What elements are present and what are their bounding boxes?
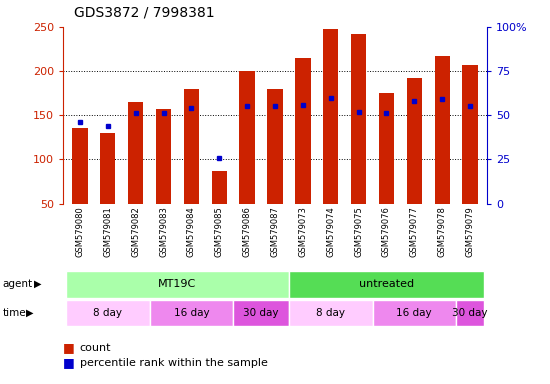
Text: MT19C: MT19C: [158, 279, 196, 289]
Bar: [212, 171, 227, 204]
Bar: [267, 89, 283, 204]
Text: 8 day: 8 day: [316, 308, 345, 318]
Bar: [379, 93, 394, 204]
Text: GDS3872 / 7998381: GDS3872 / 7998381: [74, 5, 215, 19]
Bar: [323, 29, 338, 204]
Text: ▶: ▶: [34, 279, 42, 289]
Text: ■: ■: [63, 356, 75, 369]
Bar: [463, 65, 478, 204]
Bar: [156, 109, 171, 204]
Text: 16 day: 16 day: [397, 308, 432, 318]
Bar: [184, 89, 199, 204]
Bar: [72, 128, 87, 204]
Bar: [66, 300, 150, 326]
Text: untreated: untreated: [359, 279, 414, 289]
Text: 30 day: 30 day: [452, 308, 488, 318]
Bar: [295, 58, 311, 204]
Bar: [434, 56, 450, 204]
Text: agent: agent: [3, 279, 33, 289]
Bar: [233, 300, 289, 326]
Bar: [351, 34, 366, 204]
Bar: [289, 300, 372, 326]
Bar: [456, 300, 484, 326]
Text: ■: ■: [63, 341, 75, 354]
Text: percentile rank within the sample: percentile rank within the sample: [80, 358, 268, 368]
Bar: [66, 271, 289, 298]
Text: ▶: ▶: [26, 308, 34, 318]
Bar: [128, 102, 144, 204]
Text: count: count: [80, 343, 111, 353]
Bar: [150, 300, 233, 326]
Bar: [289, 271, 484, 298]
Bar: [100, 133, 116, 204]
Bar: [372, 300, 456, 326]
Text: 30 day: 30 day: [243, 308, 279, 318]
Bar: [239, 71, 255, 204]
Bar: [406, 78, 422, 204]
Text: 8 day: 8 day: [94, 308, 122, 318]
Text: 16 day: 16 day: [174, 308, 209, 318]
Text: time: time: [3, 308, 26, 318]
